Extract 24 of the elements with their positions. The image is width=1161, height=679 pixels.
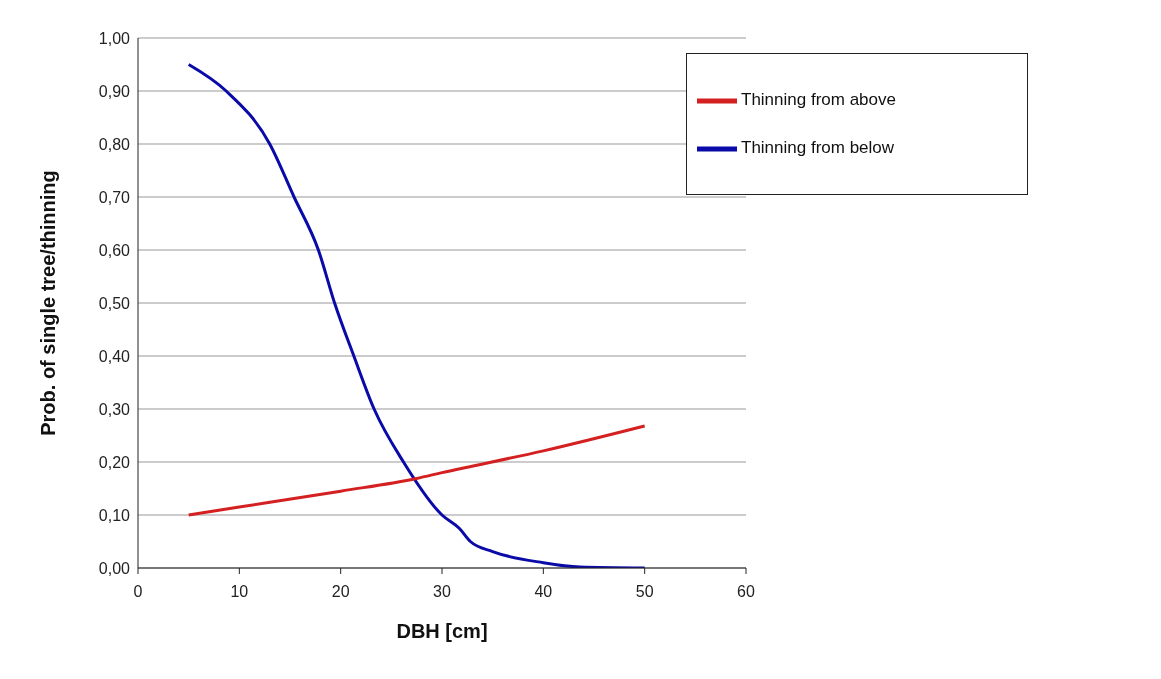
legend-label: Thinning from below: [741, 138, 895, 157]
y-tick-label: 0,70: [98, 188, 131, 206]
y-tick-label: 0,40: [98, 347, 131, 365]
line-series: [187, 63, 647, 568]
y-tick-label: 0,00: [98, 559, 131, 577]
y-tick-label: 0,20: [98, 453, 131, 471]
x-axis-title: DBH [cm]: [396, 620, 488, 642]
legend-label: Thinning from above: [741, 90, 896, 109]
y-tick-label: 0,30: [98, 400, 131, 418]
x-tick-label: 10: [230, 583, 249, 601]
y-tick-label: 0,60: [98, 241, 131, 259]
x-tick-label: 30: [433, 583, 451, 601]
y-tick-label: 0,10: [98, 506, 131, 524]
line-series: [187, 424, 647, 517]
x-tick-label: 50: [635, 583, 654, 601]
y-tick-label: 0,50: [98, 294, 131, 312]
y-axis-title: Prob. of single tree/thinning: [37, 170, 60, 436]
y-tick-label: 1,00: [98, 29, 131, 47]
x-tick-label: 0: [133, 583, 143, 601]
x-tick-label: 40: [534, 583, 553, 601]
y-tick-label: 0,90: [98, 82, 131, 100]
y-tick-label: 0,80: [98, 135, 131, 153]
x-tick-label: 60: [737, 583, 755, 601]
x-tick-label: 20: [331, 583, 350, 601]
